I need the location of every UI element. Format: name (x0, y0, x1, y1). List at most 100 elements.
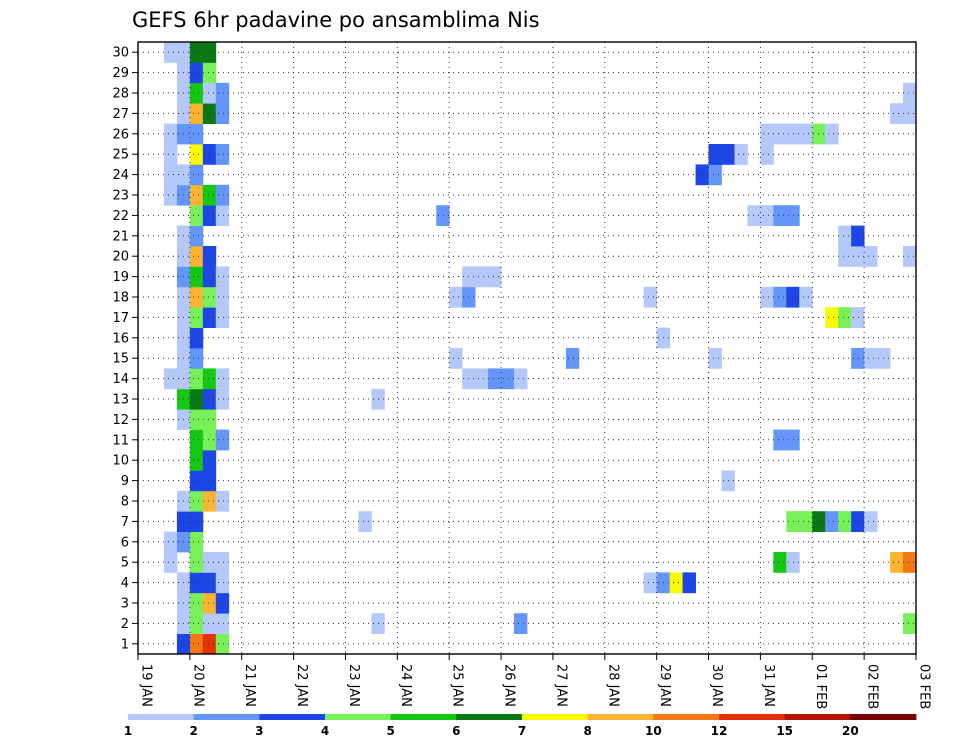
colorbar-label: 1 (124, 724, 132, 738)
heatmap-cell (202, 388, 217, 410)
heatmap-cell (189, 82, 204, 104)
heatmap-cell (851, 225, 865, 247)
y-tick-label: 6 (121, 535, 129, 550)
plot-frame (137, 41, 917, 655)
heatmap-cell (799, 511, 813, 532)
heatmap-cell (864, 246, 878, 267)
colorbar-label: 2 (189, 724, 197, 738)
y-tick-label: 7 (121, 515, 129, 530)
heatmap-cell (449, 348, 463, 369)
heatmap-cell (734, 144, 748, 165)
x-tick-label: 26 JAN (502, 664, 517, 707)
heatmap-cell (163, 164, 178, 186)
heatmap-cell (773, 429, 787, 451)
heatmap-cell (643, 572, 658, 594)
heatmap-cell (189, 429, 204, 451)
heatmap-cell (189, 633, 204, 655)
y-tick-label: 17 (112, 311, 129, 326)
colorbar-swatch (850, 714, 917, 720)
x-tick-label: 25 JAN (450, 664, 465, 707)
heatmap-cell (825, 511, 839, 532)
heatmap-cell (215, 572, 230, 594)
heatmap-cell (215, 205, 230, 226)
heatmap-cell (189, 62, 204, 84)
heatmap-cell (215, 266, 230, 288)
heatmap-cell (163, 368, 178, 390)
heatmap-cell (358, 511, 372, 532)
heatmap-cell (488, 266, 502, 288)
heatmap-cell (189, 592, 204, 614)
heatmap-cell (760, 144, 774, 165)
colorbar-swatch (456, 714, 523, 720)
heatmap-cell (202, 490, 217, 512)
heatmap-cell (215, 103, 230, 124)
heatmap-cell (202, 368, 217, 390)
heatmap-cell (475, 266, 489, 288)
x-tick-label: 21 JAN (242, 664, 257, 707)
heatmap-cell (773, 286, 787, 308)
y-tick-label: 27 (112, 107, 129, 122)
heatmap-cell (202, 184, 217, 206)
heatmap-cell (890, 103, 904, 124)
x-tick-label: 20 JAN (190, 664, 205, 707)
x-tick-label: 22 JAN (294, 664, 309, 707)
heatmap-cell (202, 266, 217, 288)
heatmap-cell (163, 144, 178, 165)
grid-lines (138, 42, 916, 654)
colorbar-label: 20 (842, 724, 859, 738)
heatmap-cell (838, 307, 852, 328)
heatmap-cell (189, 164, 204, 186)
heatmap-cell (449, 286, 463, 308)
heatmap-cell (215, 82, 230, 104)
colorbar-swatch (193, 714, 260, 720)
heatmap-cell (215, 307, 230, 328)
colorbar-label: 12 (711, 724, 728, 738)
heatmap-cells (163, 42, 917, 655)
heatmap-cell (708, 348, 722, 369)
heatmap-cell (189, 103, 204, 124)
heatmap-cell (202, 205, 217, 226)
colorbar-swatch (784, 714, 851, 720)
y-tick-label: 23 (112, 189, 129, 204)
heatmap-cell (189, 470, 204, 492)
colorbar-label: 8 (583, 724, 591, 738)
heatmap-cell (189, 246, 204, 267)
heatmap-cell (695, 164, 709, 186)
heatmap-cell (565, 348, 580, 369)
heatmap-cell (864, 348, 878, 369)
y-tick-label: 30 (112, 46, 129, 61)
heatmap-cell (202, 613, 217, 634)
heatmap-cell (189, 368, 204, 390)
heatmap-cell (215, 429, 230, 451)
heatmap-cell (202, 307, 217, 328)
heatmap-cell (851, 246, 865, 267)
heatmap-cell (189, 327, 204, 349)
y-tick-label: 16 (112, 331, 129, 346)
heatmap-cell (202, 409, 217, 430)
x-tick-label: 02 FEB (865, 664, 880, 709)
y-tick-label: 29 (112, 66, 129, 81)
colorbar-swatch (259, 714, 326, 720)
heatmap-cell (799, 123, 813, 145)
heatmap-cell (903, 246, 917, 267)
heatmap-cell (838, 225, 852, 247)
heatmap-cell (189, 123, 204, 145)
heatmap-cell (643, 286, 658, 308)
heatmap-cell (825, 307, 839, 328)
heatmap-cell (202, 572, 217, 594)
x-tick-label: 27 JAN (553, 664, 568, 707)
heatmap-cell (851, 348, 865, 369)
heatmap-cell (189, 225, 204, 247)
x-tick-label: 31 JAN (761, 664, 776, 707)
y-tick-label: 21 (112, 229, 129, 244)
colorbar-swatch (587, 714, 654, 720)
heatmap-cell (864, 511, 878, 532)
x-tick-label: 03 FEB (917, 664, 932, 709)
heatmap-cell (189, 184, 204, 206)
heatmap-cell (202, 144, 217, 165)
y-tick-label: 4 (121, 576, 129, 591)
y-tick-label: 20 (112, 250, 129, 265)
heatmap-cell (189, 572, 204, 594)
x-axis: 19 JAN 20 JAN 21 JAN 22 JAN 23 JAN 24 JAN 25 J… (137, 654, 932, 709)
